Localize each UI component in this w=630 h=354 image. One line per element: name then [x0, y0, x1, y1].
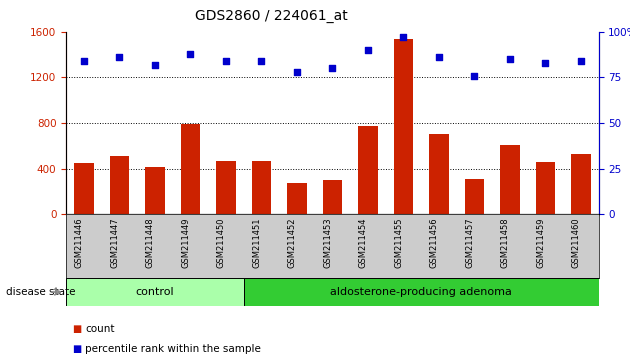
Text: disease state: disease state — [6, 287, 76, 297]
Point — [363, 47, 373, 53]
Text: percentile rank within the sample: percentile rank within the sample — [85, 344, 261, 354]
Bar — [287, 183, 307, 214]
Bar — [358, 126, 377, 214]
Text: GSM211457: GSM211457 — [466, 217, 474, 268]
Text: count: count — [85, 324, 115, 334]
Bar — [464, 179, 484, 214]
Point — [79, 58, 89, 64]
Text: GSM211449: GSM211449 — [181, 217, 190, 268]
Bar — [66, 278, 244, 306]
Point — [576, 58, 586, 64]
Bar — [429, 135, 449, 214]
Point — [433, 55, 444, 60]
Text: ■: ■ — [72, 344, 82, 354]
Bar — [536, 162, 555, 214]
Point — [114, 55, 124, 60]
Text: GSM211447: GSM211447 — [110, 217, 119, 268]
Point — [185, 51, 195, 57]
Bar — [251, 161, 271, 214]
Text: GSM211446: GSM211446 — [75, 217, 84, 268]
Point — [540, 60, 551, 66]
Text: GDS2860 / 224061_at: GDS2860 / 224061_at — [195, 9, 347, 23]
Text: aldosterone-producing adenoma: aldosterone-producing adenoma — [330, 287, 512, 297]
Text: GSM211453: GSM211453 — [323, 217, 333, 268]
Bar — [571, 154, 590, 214]
Text: GSM211448: GSM211448 — [146, 217, 155, 268]
Text: control: control — [135, 287, 174, 297]
Point — [256, 58, 266, 64]
Point — [469, 73, 479, 79]
Point — [150, 62, 160, 68]
Bar — [500, 145, 520, 214]
Bar — [216, 161, 236, 214]
Text: GSM211458: GSM211458 — [501, 217, 510, 268]
Bar — [244, 278, 598, 306]
Bar — [323, 180, 342, 214]
Bar — [394, 39, 413, 214]
Point — [292, 69, 302, 75]
Bar — [181, 124, 200, 214]
Point — [505, 56, 515, 62]
Bar — [145, 167, 164, 214]
Text: GSM211455: GSM211455 — [394, 217, 403, 268]
Text: GSM211456: GSM211456 — [430, 217, 438, 268]
Text: GSM211459: GSM211459 — [536, 217, 545, 268]
Bar — [110, 156, 129, 214]
Point — [221, 58, 231, 64]
Text: GSM211452: GSM211452 — [288, 217, 297, 268]
Point — [328, 65, 338, 71]
Text: GSM211460: GSM211460 — [572, 217, 581, 268]
Bar — [74, 163, 94, 214]
Point — [398, 34, 408, 40]
Text: ■: ■ — [72, 324, 82, 334]
Text: GSM211454: GSM211454 — [359, 217, 368, 268]
Text: GSM211450: GSM211450 — [217, 217, 226, 268]
Text: GSM211451: GSM211451 — [253, 217, 261, 268]
